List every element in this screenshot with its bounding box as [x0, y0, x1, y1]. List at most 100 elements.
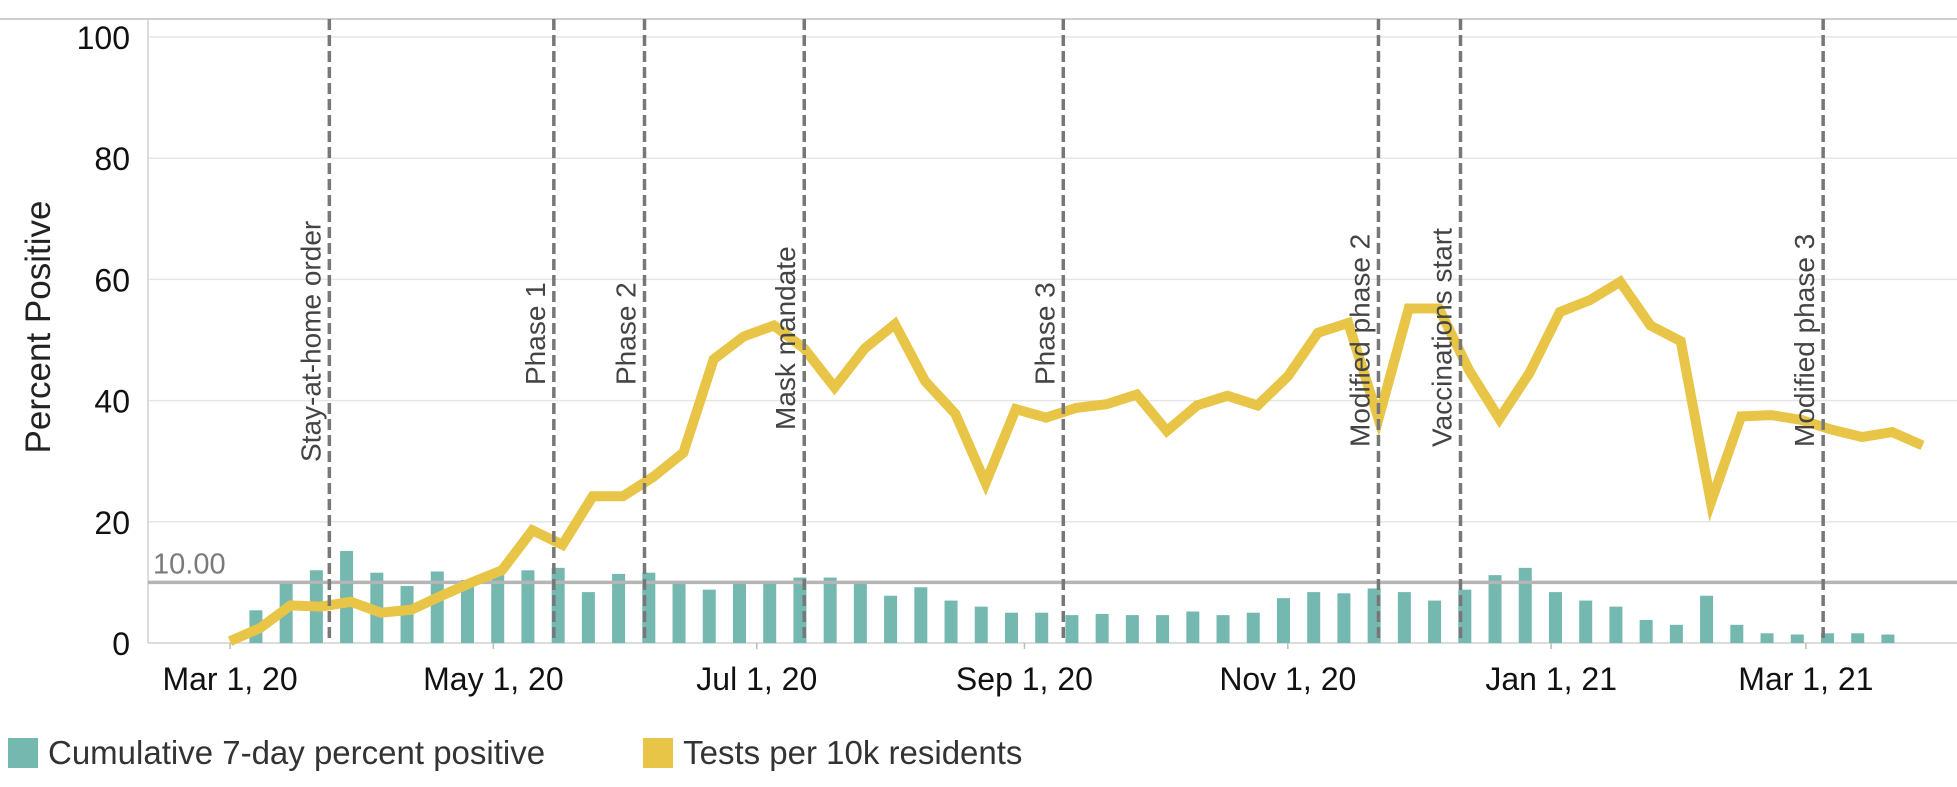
- legend-item-bars[interactable]: Cumulative 7-day percent positive: [0, 734, 545, 772]
- x-tick-label: Jul 1, 20: [696, 661, 817, 697]
- bar: [702, 589, 716, 643]
- event-label: Modified phase 2: [1344, 234, 1375, 447]
- line-point: [320, 606, 322, 608]
- bar: [1730, 624, 1744, 643]
- event-label: Phase 1: [520, 282, 551, 385]
- bar: [1881, 634, 1895, 643]
- line-point: [622, 495, 624, 497]
- bar: [914, 587, 928, 643]
- chart-svg: 0 20 40 60 80 100 Mar 1, 20 May 1, 20 Jul 1, 20…: [0, 18, 1957, 697]
- bar: [1035, 612, 1049, 643]
- bar: [1700, 595, 1714, 643]
- line-point: [1589, 299, 1591, 301]
- line-point: [864, 347, 866, 349]
- line-point: [1801, 419, 1803, 421]
- bar: [1669, 624, 1683, 643]
- line-point: [1408, 307, 1410, 309]
- bar: [521, 570, 535, 643]
- line-point: [682, 452, 684, 454]
- line-point: [1649, 324, 1651, 326]
- legend-item-line[interactable]: Tests per 10k residents: [635, 734, 1022, 772]
- bar: [1156, 615, 1170, 643]
- line-point: [1498, 418, 1500, 420]
- bar: [884, 595, 898, 643]
- bar: [793, 577, 807, 643]
- bar: [763, 583, 777, 643]
- line-point: [773, 324, 775, 326]
- bar: [1851, 633, 1865, 643]
- line-point: [1196, 404, 1198, 406]
- bar: [1609, 606, 1623, 643]
- bar: [1004, 612, 1018, 643]
- bar: [1639, 619, 1653, 643]
- line-point: [713, 358, 715, 360]
- bar: [1186, 611, 1200, 643]
- bar: [1307, 592, 1321, 643]
- y-tick-label: 80: [94, 141, 130, 177]
- line-point: [1740, 415, 1742, 417]
- y-tick-label: 20: [94, 505, 130, 541]
- line-series: [227, 275, 1925, 646]
- legend-swatch-bars: [8, 738, 38, 768]
- bar: [1488, 575, 1502, 643]
- line-point: [1075, 407, 1077, 409]
- line-point: [1861, 436, 1863, 438]
- event-markers: Stay-at-home order Phase 1 Phase 2 Mask man…: [295, 19, 1825, 643]
- bar: [1790, 634, 1804, 643]
- line-point: [1891, 431, 1893, 433]
- bar: [430, 571, 444, 643]
- line-point: [531, 529, 533, 531]
- tests-line: [227, 275, 1925, 646]
- event-label: Modified phase 3: [1789, 234, 1820, 447]
- bar: [1820, 633, 1834, 643]
- x-tick-label: Jan 1, 21: [1485, 661, 1617, 697]
- bar: [974, 606, 988, 643]
- line-point: [1257, 404, 1259, 406]
- bar: [1428, 600, 1442, 643]
- bar: [1246, 612, 1260, 643]
- gridlines: [147, 19, 1957, 644]
- bar: [1216, 615, 1230, 643]
- bar: [1065, 615, 1079, 643]
- line-point: [441, 595, 443, 597]
- line-point: [743, 335, 745, 337]
- y-tick-label: 60: [94, 262, 130, 298]
- line-point: [652, 476, 654, 478]
- line-point: [471, 581, 473, 583]
- bar: [340, 550, 354, 643]
- bar: [823, 577, 837, 643]
- event-label: Stay-at-home order: [295, 221, 326, 462]
- line-point: [561, 544, 563, 546]
- bar: [1579, 600, 1593, 643]
- line-point: [259, 627, 261, 629]
- bar: [612, 573, 626, 643]
- bar: [1397, 592, 1411, 643]
- line-point: [501, 569, 503, 571]
- line-point: [1317, 332, 1319, 334]
- line-point: [1710, 501, 1712, 503]
- legend-label-bars: Cumulative 7-day percent positive: [48, 734, 546, 771]
- event-label: Phase 2: [611, 282, 642, 385]
- y-tick-label: 0: [112, 626, 130, 662]
- bar: [672, 583, 686, 643]
- y-tick-labels: 0 20 40 60 80 100: [77, 20, 130, 662]
- line-point: [1770, 414, 1772, 416]
- bar: [491, 575, 505, 643]
- line-point: [1680, 340, 1682, 342]
- line-point: [894, 323, 896, 325]
- line-point: [1136, 394, 1138, 396]
- line-point: [289, 604, 291, 606]
- reference-line-group: 10.00: [148, 548, 1957, 585]
- x-tick-label: May 1, 20: [423, 661, 564, 697]
- line-point: [1438, 307, 1440, 309]
- bar: [1125, 615, 1139, 643]
- line-point: [985, 482, 987, 484]
- line-point: [1559, 311, 1561, 313]
- line-point: [1105, 403, 1107, 405]
- event-label: Phase 3: [1029, 282, 1060, 385]
- line-point: [1287, 375, 1289, 377]
- bar: [1095, 613, 1109, 643]
- line-point: [350, 601, 352, 603]
- x-tick-label: Mar 1, 21: [1738, 661, 1873, 697]
- line-point: [410, 609, 412, 611]
